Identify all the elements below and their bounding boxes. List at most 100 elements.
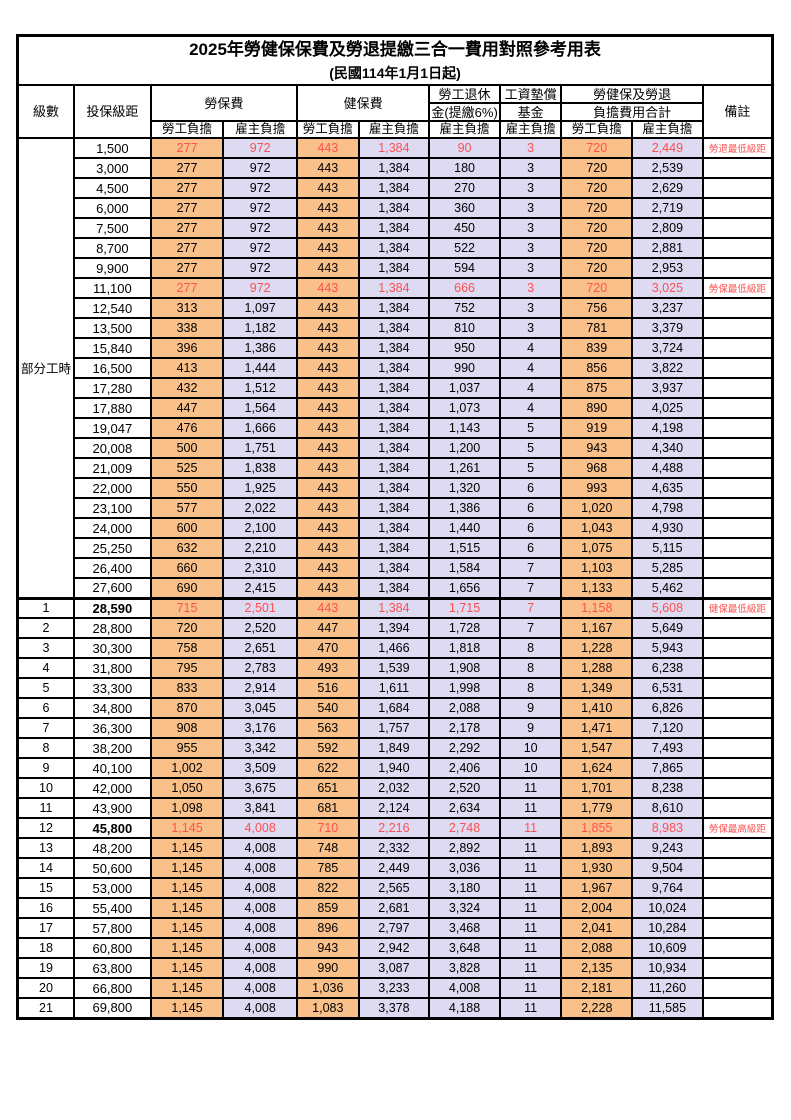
- fee-cell: 1,098: [149, 797, 225, 819]
- bracket-cell: 33,300: [73, 677, 152, 699]
- fee-cell: 11: [498, 917, 563, 939]
- table-row: 12,540 313 1,097 443 1,384 752 3 756 3,237: [18, 297, 774, 319]
- fee-cell: 3: [498, 157, 563, 179]
- fee-cell: 1,320: [428, 477, 501, 499]
- remark-cell: [701, 177, 774, 199]
- fee-cell: 1,182: [222, 317, 299, 339]
- table-row: 12 45,800 1,145 4,008 710 2,216 2,748 11 1,855 8,…: [16, 817, 774, 839]
- fee-cell: 11,260: [631, 977, 704, 999]
- fee-cell: 8: [498, 677, 563, 699]
- fee-cell: 522: [428, 237, 501, 259]
- fee-cell: 3,237: [631, 297, 704, 319]
- fee-cell: 2,228: [560, 997, 634, 1019]
- fee-cell: 720: [560, 217, 634, 239]
- fee-cell: 5,285: [631, 557, 704, 579]
- fee-cell: 3: [498, 177, 563, 199]
- header-fund-employer: 雇主負擔: [498, 120, 563, 139]
- fee-cell: 1,384: [357, 197, 431, 219]
- remark-cell: [701, 357, 774, 379]
- fee-cell: 1,849: [357, 737, 431, 759]
- level-cell: 4: [16, 657, 76, 679]
- fee-cell: 990: [428, 357, 501, 379]
- fee-cell: 1,349: [560, 677, 634, 699]
- fee-cell: 2,041: [560, 917, 634, 939]
- bracket-cell: 66,800: [73, 977, 152, 999]
- fee-cell: 1,384: [357, 517, 431, 539]
- table-row: 10 42,000 1,050 3,675 651 2,032 2,520 11 1,701 8,…: [16, 777, 774, 799]
- fee-cell: 3,937: [631, 377, 704, 399]
- header-pension-line2: 金(提繳6%): [428, 102, 501, 122]
- fee-cell: 1,444: [222, 357, 299, 379]
- bracket-cell: 17,880: [73, 397, 152, 419]
- fee-cell: 1,818: [428, 637, 501, 659]
- bracket-cell: 34,800: [73, 697, 152, 719]
- fee-cell: 681: [296, 797, 360, 819]
- bracket-cell: 53,000: [73, 877, 152, 899]
- fee-cell: 1,384: [357, 577, 431, 599]
- table-title-row: 2025年勞健保保費及勞退提繳三合一費用對照參考用表 (民國114年1月1日起): [16, 34, 774, 86]
- table-row: 3,000 277 972 443 1,384 180 3 720 2,539: [18, 157, 774, 179]
- fee-cell: 748: [296, 837, 360, 859]
- bracket-cell: 24,000: [73, 517, 152, 539]
- fee-cell: 443: [296, 477, 360, 499]
- fee-cell: 443: [296, 317, 360, 339]
- remark-cell: [701, 497, 774, 519]
- fee-cell: 443: [296, 517, 360, 539]
- fee-cell: 277: [149, 177, 225, 199]
- bracket-cell: 57,800: [73, 917, 152, 939]
- level-cell: 21: [16, 997, 76, 1019]
- remark-cell: [701, 777, 774, 799]
- fee-cell: 443: [296, 417, 360, 439]
- table-row: 部分工時 1,500 277 972 443 1,384 90 3 720 2,449 勞退最低級距: [16, 137, 774, 599]
- fee-cell: 6: [498, 477, 563, 499]
- fee-cell: 1,145: [149, 957, 225, 979]
- fee-cell: 972: [222, 177, 299, 199]
- fee-cell: 4,008: [222, 957, 299, 979]
- fee-cell: 1,384: [357, 277, 431, 299]
- bracket-cell: 31,800: [73, 657, 152, 679]
- fee-cell: 3: [498, 257, 563, 279]
- level-cell: 13: [16, 837, 76, 859]
- bracket-cell: 11,100: [73, 277, 152, 299]
- fee-cell: 4: [498, 337, 563, 359]
- remark-cell: [701, 197, 774, 219]
- table-row: 17,280 432 1,512 443 1,384 1,037 4 875 3,937: [18, 377, 774, 399]
- fee-cell: 2,332: [357, 837, 431, 859]
- fee-cell: 413: [149, 357, 225, 379]
- fee-cell: 11: [498, 797, 563, 819]
- fee-cell: 4,798: [631, 497, 704, 519]
- fee-cell: 1,384: [357, 557, 431, 579]
- page-subtitle: (民國114年1月1日起): [329, 65, 461, 81]
- bracket-cell: 25,250: [73, 537, 152, 559]
- fee-cell: 443: [296, 237, 360, 259]
- level-cell: 3: [16, 637, 76, 659]
- fee-reference-sheet: 2025年勞健保保費及勞退提繳三合一費用對照參考用表 (民國114年1月1日起)…: [16, 34, 774, 1020]
- fee-cell: 1,930: [560, 857, 634, 879]
- fee-cell: 5: [498, 437, 563, 459]
- bracket-cell: 16,500: [73, 357, 152, 379]
- fee-cell: 943: [560, 437, 634, 459]
- fee-cell: 6,531: [631, 677, 704, 699]
- fee-cell: 5,115: [631, 537, 704, 559]
- fee-cell: 5,649: [631, 617, 704, 639]
- table-row: 21 69,800 1,145 4,008 1,083 3,378 4,188 11 2,228…: [16, 997, 774, 1019]
- fee-cell: 592: [296, 737, 360, 759]
- fee-cell: 443: [296, 596, 360, 619]
- fee-cell: 993: [560, 477, 634, 499]
- fee-cell: 11: [498, 837, 563, 859]
- bracket-cell: 63,800: [73, 957, 152, 979]
- fee-cell: 839: [560, 337, 634, 359]
- fee-cell: 4,008: [222, 817, 299, 839]
- level-cell: 19: [16, 957, 76, 979]
- fee-cell: 1,384: [357, 537, 431, 559]
- level-cell: 9: [16, 757, 76, 779]
- table-row: 21,009 525 1,838 443 1,384 1,261 5 968 4,488: [18, 457, 774, 479]
- bracket-cell: 38,200: [73, 737, 152, 759]
- fee-cell: 1,624: [560, 757, 634, 779]
- bracket-cell: 17,280: [73, 377, 152, 399]
- fee-cell: 10: [498, 737, 563, 759]
- fee-cell: 2,539: [631, 157, 704, 179]
- fee-cell: 4,930: [631, 517, 704, 539]
- fee-cell: 1,384: [357, 596, 431, 619]
- bracket-cell: 28,590: [73, 596, 152, 619]
